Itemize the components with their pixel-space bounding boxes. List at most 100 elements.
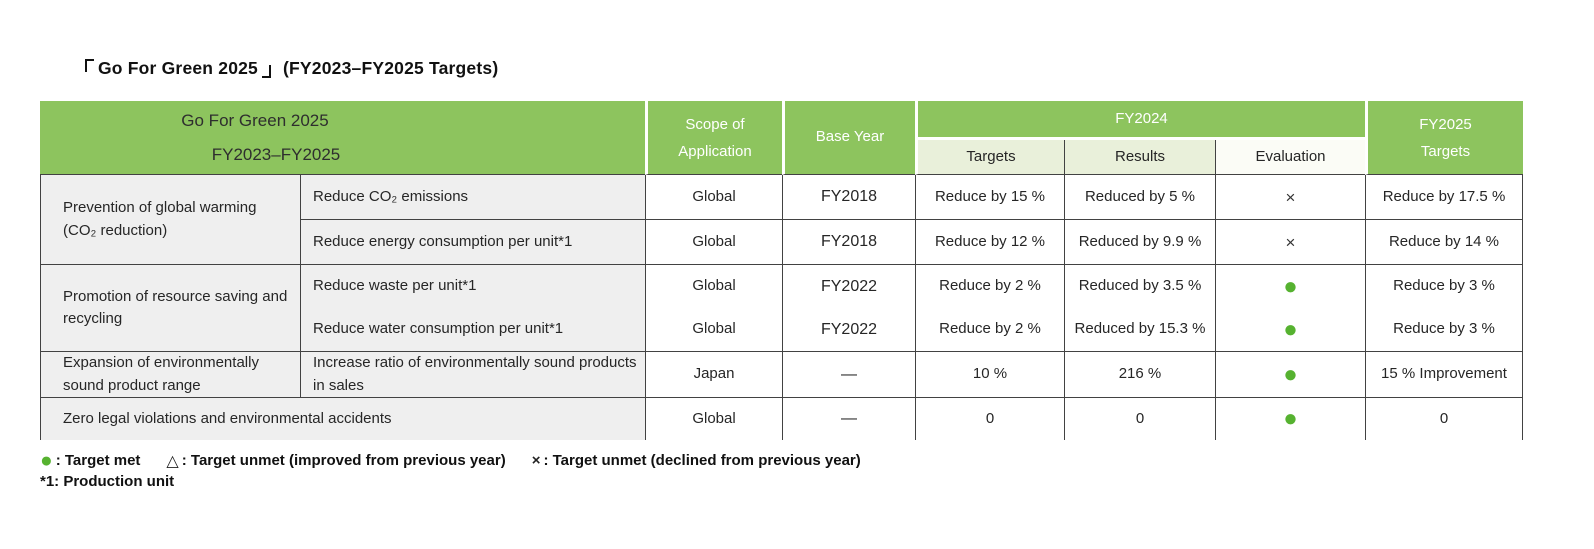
legend-triangle-icon: △: [166, 452, 179, 470]
base-year-value: —: [841, 365, 857, 383]
fy2024-target-cell: Reduce by 15 %: [915, 175, 1064, 220]
scope-value: Global: [692, 409, 736, 427]
legend-item-unmet-improved: △ : Target unmet (improved from previous…: [166, 451, 505, 471]
scope-cell: Global: [645, 220, 782, 265]
fy2024-target-cell: Reduce by 2 %: [915, 265, 1064, 308]
fy2025-target-cell: 15 % Improvement: [1365, 352, 1523, 398]
item-label: Reduce CO₂ emissions: [313, 187, 469, 205]
fy2024-target-cell: Reduce by 2 %: [915, 308, 1064, 352]
fy2024-target-value: Reduce by 2 %: [939, 277, 1041, 295]
fy2024-result-value: Reduced by 5 %: [1084, 187, 1196, 205]
base-year-cell: FY2022: [782, 308, 915, 352]
item-label: Increase ratio of environmentally sound …: [313, 354, 637, 394]
fy2024-target-cell: 0: [915, 398, 1064, 440]
scope-value: Global: [692, 320, 736, 338]
evaluation-cell: ●: [1215, 308, 1365, 352]
evaluation-cell: ●: [1215, 398, 1365, 440]
target-unmet-icon: ×: [1285, 232, 1296, 252]
item-reduce-water: Reduce water consumption per unit*1: [300, 308, 645, 352]
item-label: Reduce waste per unit*1: [313, 277, 477, 295]
fy2024-target-value: 10 %: [972, 365, 1008, 383]
base-year-cell: —: [782, 352, 915, 398]
evaluation-cell: ×: [1215, 175, 1365, 220]
legend-label: : Target unmet (declined from previous y…: [543, 452, 861, 469]
header-targets-label: Targets: [966, 147, 1016, 165]
go-for-green-table: Go For Green 2025 FY2023–FY2025 Scope of…: [40, 101, 1523, 440]
header-scope-label: Scope of Application: [678, 115, 752, 160]
page-title: Go For Green 2025 (FY2023–FY2025 Targets): [85, 58, 498, 79]
item-increase-ratio: Increase ratio of environmentally sound …: [300, 352, 645, 398]
item-label: Reduce water consumption per unit*1: [313, 320, 564, 338]
fy2024-result-cell: Reduced by 15.3 %: [1064, 308, 1215, 352]
item-label: Reduce energy consumption per unit*1: [313, 232, 573, 250]
fy2025-target-value: Reduce by 3 %: [1393, 277, 1495, 295]
fy2024-result-value: Reduced by 9.9 %: [1078, 232, 1202, 250]
legend-item-target-met: ● : Target met: [40, 450, 140, 471]
fy2025-target-value: Reduce by 17.5 %: [1382, 187, 1506, 205]
legend-target-met-icon: ●: [40, 449, 53, 472]
fy2025-target-cell: Reduce by 3 %: [1365, 265, 1523, 308]
fy2024-target-value: Reduce by 12 %: [934, 232, 1046, 250]
fy2025-target-cell: Reduce by 14 %: [1365, 220, 1523, 265]
base-year-value: FY2022: [820, 320, 878, 338]
header-evaluation-cell: Evaluation: [1215, 140, 1365, 175]
fy2024-target-value: Reduce by 2 %: [939, 320, 1041, 338]
program-title-line1: Go For Green 2025: [181, 111, 329, 131]
scope-cell: Global: [645, 308, 782, 352]
legend-label: : Target met: [55, 452, 141, 469]
evaluation-cell: ●: [1215, 265, 1365, 308]
scope-value: Japan: [693, 365, 735, 383]
fy2024-result-value: 0: [1135, 409, 1145, 427]
base-year-value: FY2018: [820, 233, 878, 251]
footnote: *1: Production unit: [40, 473, 175, 490]
fy2024-result-value: 216 %: [1118, 365, 1162, 383]
fy2025-target-cell: Reduce by 17.5 %: [1365, 175, 1523, 220]
header-fy2024-label: FY2024: [1115, 109, 1168, 127]
base-year-cell: —: [782, 398, 915, 440]
page-title-quoted: Go For Green 2025: [98, 58, 258, 78]
fy2024-target-cell: Reduce by 12 %: [915, 220, 1064, 265]
scope-value: Global: [692, 187, 736, 205]
page-title-suffix: (FY2023–FY2025 Targets): [283, 58, 499, 78]
fy2025-target-cell: 0: [1365, 398, 1523, 440]
header-program-cell: Go For Green 2025 FY2023–FY2025: [40, 101, 645, 175]
base-year-value: FY2018: [820, 188, 878, 206]
base-year-value: FY2022: [820, 277, 878, 295]
fy2024-result-value: Reduced by 15.3 %: [1074, 320, 1206, 338]
fy2025-target-value: Reduce by 14 %: [1388, 232, 1500, 250]
scope-value: Global: [692, 277, 736, 295]
header-fy2025-line2: Targets: [1420, 142, 1471, 160]
base-year-cell: FY2018: [782, 220, 915, 265]
target-met-icon: ●: [1283, 315, 1298, 343]
scope-value: Global: [692, 232, 736, 250]
program-title-line2: FY2023–FY2025: [211, 144, 341, 164]
category-product-range: Expansion of environmentally sound produ…: [40, 352, 300, 398]
base-year-cell: FY2018: [782, 175, 915, 220]
fy2024-result-cell: 216 %: [1064, 352, 1215, 398]
fy2025-target-value: 15 % Improvement: [1381, 365, 1507, 383]
fy2024-result-cell: Reduced by 5 %: [1064, 175, 1215, 220]
target-unmet-icon: ×: [1285, 187, 1296, 207]
header-evaluation-label: Evaluation: [1255, 147, 1326, 165]
category-global-warming: Prevention of global warming (CO₂ reduct…: [40, 175, 300, 265]
item-reduce-waste: Reduce waste per unit*1: [300, 265, 645, 308]
base-year-value: —: [841, 410, 857, 428]
fy2024-target-value: Reduce by 15 %: [934, 187, 1046, 205]
scope-cell: Global: [645, 398, 782, 440]
fy2024-result-cell: 0: [1064, 398, 1215, 440]
category-label: Promotion of resource saving and recycli…: [63, 287, 288, 328]
close-corner-bracket-icon: [262, 65, 271, 78]
fy2025-target-cell: Reduce by 3 %: [1365, 308, 1523, 352]
item-reduce-co2: Reduce CO₂ emissions: [300, 175, 645, 220]
legend: ● : Target met △ : Target unmet (improve…: [40, 450, 861, 471]
open-corner-bracket-icon: [85, 59, 94, 72]
legend-item-unmet-declined: × : Target unmet (declined from previous…: [532, 452, 861, 469]
target-met-icon: ●: [1283, 272, 1298, 300]
fy2025-target-value: Reduce by 3 %: [1393, 320, 1495, 338]
scope-cell: Global: [645, 265, 782, 308]
target-met-icon: ●: [1283, 360, 1298, 388]
legend-x-icon: ×: [531, 452, 541, 469]
fy2024-result-cell: Reduced by 9.9 %: [1064, 220, 1215, 265]
header-base-year-cell: Base Year: [782, 101, 915, 175]
